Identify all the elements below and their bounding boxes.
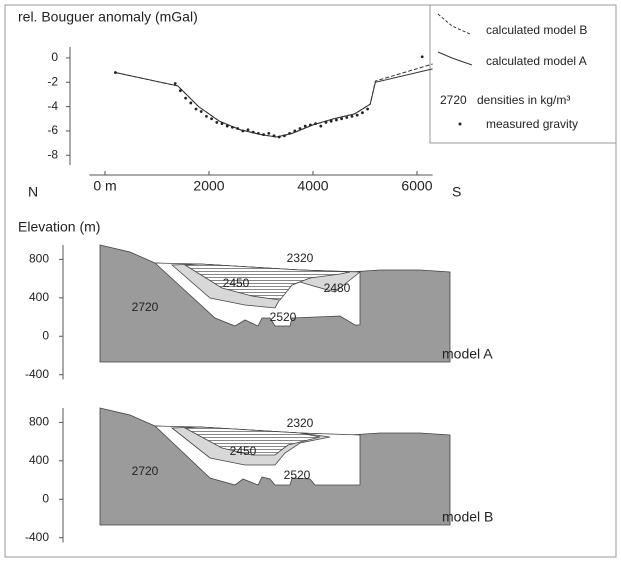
- data-point: [173, 82, 177, 85]
- data-point: [189, 101, 193, 105]
- data-point: [241, 129, 245, 133]
- density-label: 2480: [324, 281, 351, 295]
- y-tick-label: -4: [47, 99, 58, 113]
- legend-label: calculated model A: [486, 54, 587, 68]
- body: [183, 263, 351, 301]
- density-label: 2450: [230, 444, 257, 458]
- data-point: [251, 130, 255, 134]
- data-point: [366, 107, 369, 111]
- data-point: [236, 127, 240, 130]
- y-axis-label: rel. Bouguer anomaly (mGal): [18, 9, 198, 25]
- y-tick-label: 0: [42, 328, 49, 342]
- frame: [4, 4, 617, 558]
- data-point: [340, 117, 343, 121]
- data-point: [319, 124, 323, 128]
- data-point: [257, 131, 260, 135]
- x-tick-label: 0 m: [93, 178, 116, 194]
- y-tick-label: 800: [29, 415, 49, 429]
- data-point: [288, 131, 291, 135]
- legend-swatch: [437, 13, 471, 35]
- direction-label: N: [28, 184, 38, 200]
- data-point: [293, 129, 297, 133]
- data-point: [420, 55, 424, 59]
- data-point: [283, 134, 286, 138]
- data-point: [114, 71, 117, 74]
- y-tick-label: 400: [29, 453, 49, 467]
- density-label: 2520: [284, 468, 311, 482]
- data-point: [262, 133, 265, 136]
- section-label: model A: [442, 346, 493, 362]
- density-label: 2450: [223, 276, 250, 290]
- y-tick-label: 0: [42, 491, 49, 505]
- y-axis-label: Elevation (m): [18, 219, 100, 235]
- data-point: [298, 127, 302, 130]
- data-point: [335, 118, 338, 122]
- data-point: [246, 128, 250, 132]
- data-point: [194, 107, 198, 111]
- density-label: 2320: [287, 251, 314, 265]
- legend-label: densities in kg/m³: [477, 93, 570, 107]
- section-b: [99, 407, 451, 526]
- legend-label: measured gravity: [486, 117, 578, 131]
- legend-label: calculated model B: [486, 23, 587, 37]
- data-point: [361, 111, 364, 115]
- legend-box: [429, 4, 617, 144]
- density-label: 2720: [132, 464, 159, 478]
- y-tick-label: 0: [51, 50, 58, 64]
- x-tick-label: 2000: [193, 178, 224, 194]
- section-label: model B: [442, 509, 493, 525]
- data-point: [220, 122, 224, 126]
- data-point: [277, 135, 281, 139]
- direction-label: S: [452, 184, 461, 200]
- density-label: 2520: [270, 310, 297, 324]
- data-point: [179, 89, 182, 93]
- y-tick-label: -8: [47, 147, 58, 161]
- y-tick-label: -6: [47, 123, 58, 137]
- series-line: [115, 63, 433, 138]
- legend-sample: 2720: [440, 93, 467, 107]
- data-point: [345, 116, 349, 119]
- series-line: [115, 68, 433, 138]
- data-point: [303, 124, 307, 128]
- y-tick-label: 400: [29, 290, 49, 304]
- x-tick-label: 4000: [297, 178, 328, 194]
- y-tick-label: -2: [47, 74, 58, 88]
- data-point: [350, 114, 354, 118]
- data-point: [210, 117, 214, 121]
- section-a: [99, 244, 451, 363]
- y-tick-label: 800: [29, 252, 49, 266]
- data-point: [329, 119, 333, 123]
- density-label: 2720: [132, 300, 159, 314]
- data-point: [324, 121, 328, 124]
- body: [183, 426, 321, 456]
- data-point: [267, 131, 271, 135]
- data-point: [205, 114, 208, 118]
- data-point: [184, 96, 188, 100]
- legend-swatch: [437, 51, 473, 66]
- data-point: [355, 113, 359, 117]
- data-point: [215, 121, 219, 124]
- y-tick-label: -400: [25, 530, 49, 544]
- data-point: [314, 122, 317, 126]
- data-point: [199, 110, 203, 113]
- data-point: [272, 134, 276, 138]
- legend-swatch: [458, 122, 462, 126]
- y-tick-label: -400: [25, 367, 49, 381]
- data-point: [225, 124, 229, 128]
- data-point: [231, 125, 234, 129]
- density-label: 2320: [287, 416, 314, 430]
- data-point: [309, 123, 312, 127]
- x-tick-label: 6000: [401, 178, 432, 194]
